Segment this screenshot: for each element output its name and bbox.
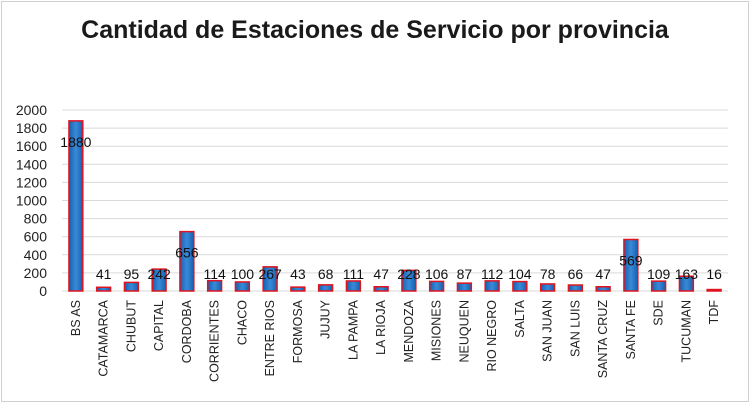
x-tick-label: SANTA CRUZ (596, 300, 610, 379)
x-tick-label: MENDOZA (402, 299, 416, 362)
y-tick-label: 400 (24, 247, 48, 263)
data-label: 112 (481, 266, 504, 282)
x-tick-label: FORMOSA (291, 299, 305, 363)
y-tick-label: 1000 (16, 193, 47, 209)
x-tick-label: ENTRE RIOS (263, 300, 277, 376)
data-label: 109 (647, 266, 671, 282)
bar (567, 284, 584, 292)
x-tick-label: SANTA FE (624, 300, 638, 360)
x-tick-label: CORRIENTES (208, 300, 222, 382)
x-tick-label: TDF (707, 300, 721, 325)
x-tick-label: JUJUY (319, 299, 333, 339)
bar (317, 284, 334, 292)
data-label: 100 (231, 266, 255, 282)
y-tick-label: 1800 (16, 120, 47, 136)
x-tick-label: CATAMARCA (97, 299, 111, 376)
y-tick-label: 800 (24, 211, 48, 227)
data-label: 1880 (60, 134, 91, 150)
x-tick-label: LA PAMPA (346, 299, 360, 360)
bar (595, 285, 611, 292)
bar (650, 280, 667, 292)
x-tick-label: MISIONES (430, 300, 444, 361)
bar (68, 120, 84, 292)
data-label: 47 (595, 266, 611, 282)
y-tick-label: 200 (24, 265, 48, 281)
bar (678, 275, 695, 292)
data-label: 104 (508, 266, 532, 282)
x-tick-label: BS AS (69, 300, 83, 336)
data-label: 68 (318, 266, 334, 282)
data-label: 242 (147, 266, 171, 282)
x-tick-label: CHUBUT (124, 300, 138, 352)
bar (345, 280, 362, 292)
data-label: 16 (706, 266, 722, 282)
data-label: 43 (290, 266, 306, 282)
data-label: 78 (540, 266, 556, 282)
bar (179, 230, 195, 292)
bar (706, 288, 722, 292)
bar (623, 238, 639, 292)
x-tick-label: NEUQUEN (457, 300, 471, 363)
x-tick-label: SAN JUAN (541, 300, 555, 362)
x-tick-label: LA RIOJA (374, 299, 388, 355)
y-tick-label: 600 (24, 229, 48, 245)
bar (539, 283, 556, 292)
bar (234, 281, 251, 292)
y-tick-label: 1600 (16, 138, 47, 154)
x-tick-label: RIO NEGRO (485, 300, 499, 372)
data-label: 111 (343, 266, 364, 282)
data-label: 656 (175, 245, 199, 261)
data-label: 87 (457, 266, 473, 282)
data-label: 66 (568, 266, 584, 282)
data-label: 95 (124, 266, 140, 282)
bar (262, 266, 278, 292)
bar (456, 282, 473, 292)
data-label: 106 (425, 266, 449, 282)
y-tick-label: 1400 (16, 156, 47, 172)
bar (123, 281, 140, 292)
y-tick-label: 2000 (16, 102, 47, 118)
bar (512, 280, 528, 292)
data-label: 114 (203, 266, 226, 282)
x-tick-label: CAPITAL (152, 300, 166, 351)
bar (95, 286, 112, 292)
bar (151, 268, 167, 292)
y-tick-label: 0 (39, 283, 47, 299)
bar (401, 269, 417, 292)
y-tick-label: 1200 (16, 174, 47, 190)
bar (373, 285, 389, 292)
bar (428, 280, 445, 292)
data-label: 267 (258, 266, 282, 282)
data-label: 47 (373, 266, 389, 282)
x-tick-label: SAN LUIS (568, 300, 582, 357)
x-tick-label: TUCUMAN (679, 300, 693, 363)
x-tick-label: SDE (652, 300, 666, 326)
data-label: 41 (96, 266, 112, 282)
data-label: 569 (619, 253, 643, 269)
chart-title: Cantidad de Estaciones de Servicio por p… (81, 16, 669, 44)
x-tick-label: CHACO (235, 300, 249, 345)
bar (484, 280, 500, 292)
bar (290, 286, 306, 292)
x-tick-label: SALTA (513, 299, 527, 337)
x-tick-label: CORDOBA (180, 299, 194, 363)
data-label: 163 (675, 266, 699, 282)
bar (206, 279, 223, 292)
data-label: 228 (397, 266, 421, 282)
